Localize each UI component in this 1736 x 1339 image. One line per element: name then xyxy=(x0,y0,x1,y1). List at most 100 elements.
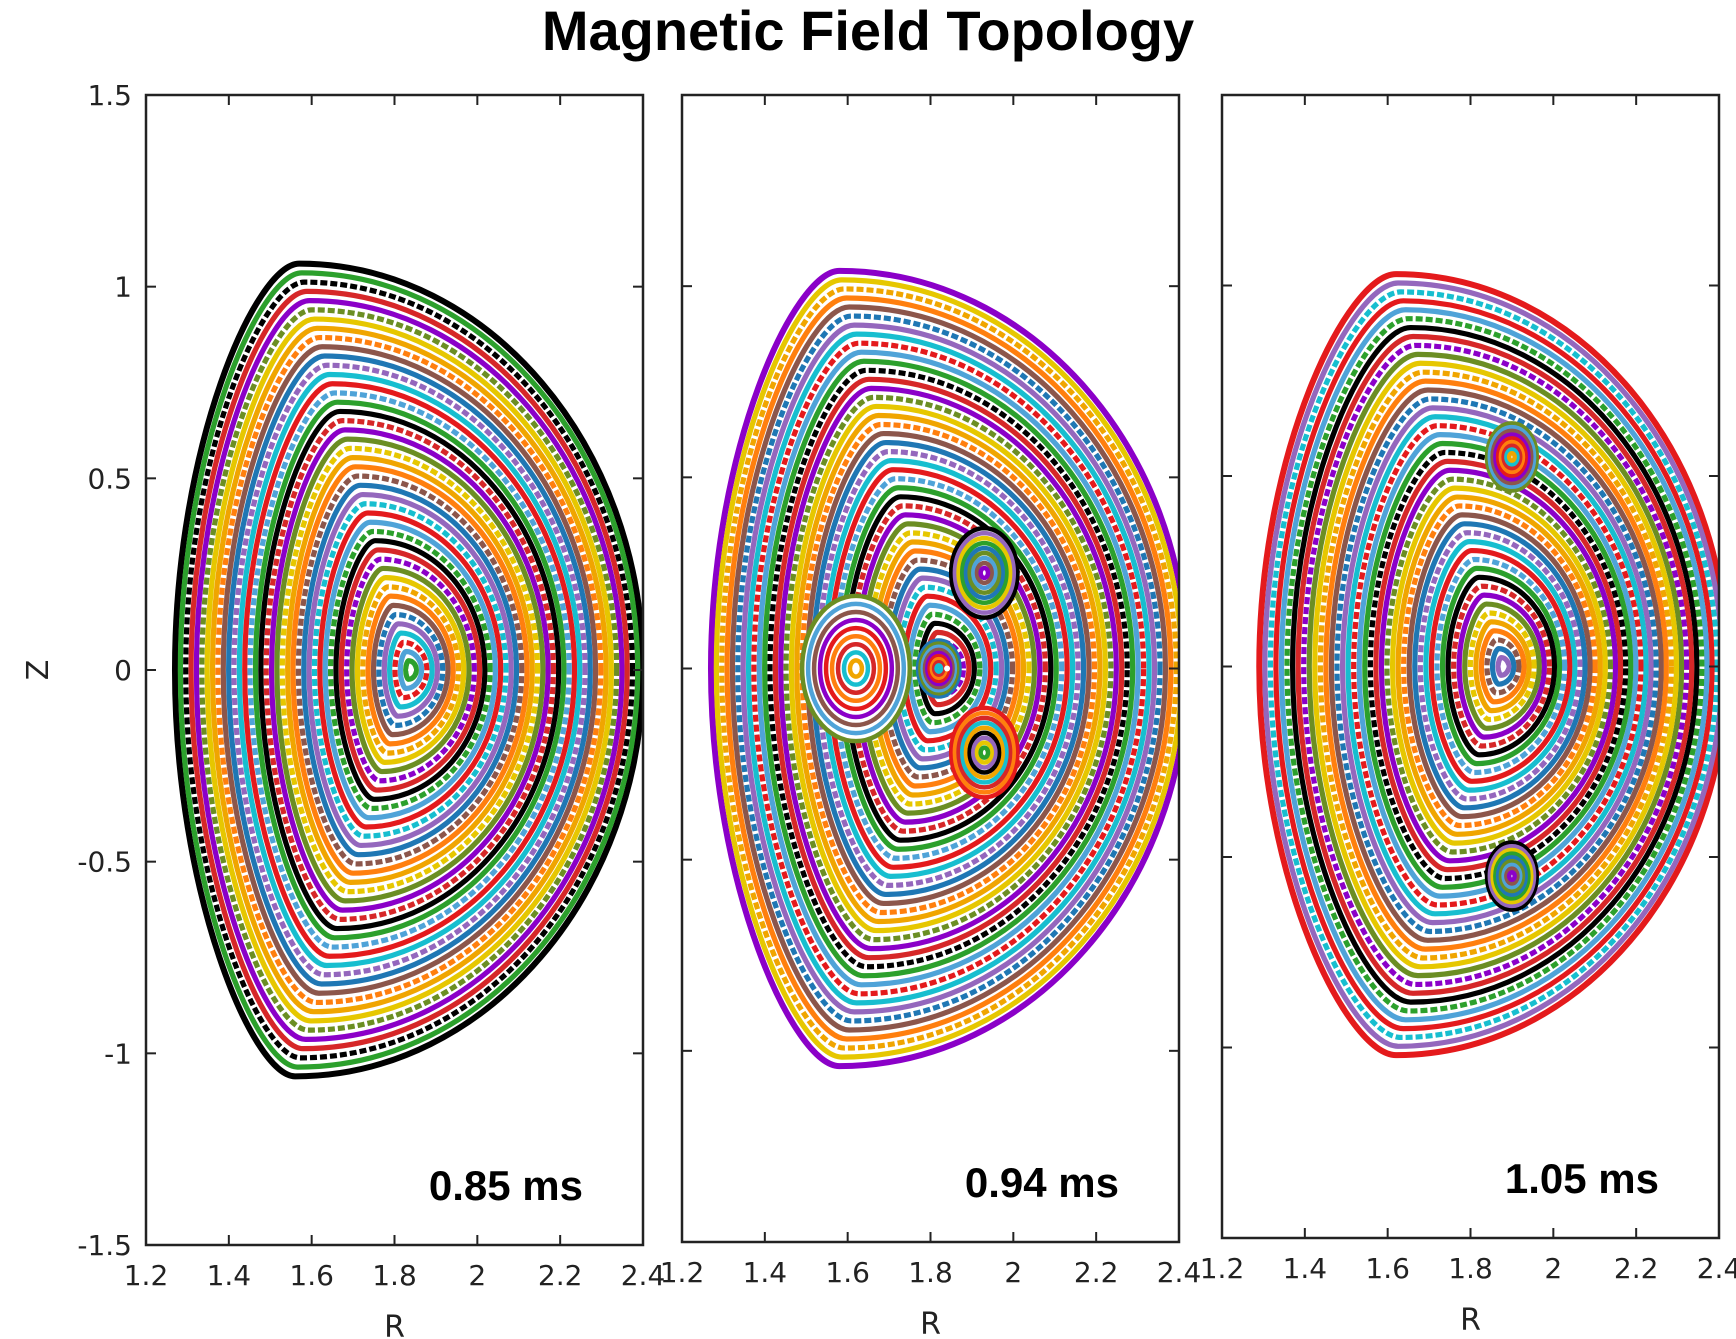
magnetic-axis xyxy=(1500,663,1507,670)
y-tick-label: -1.5 xyxy=(77,1229,132,1262)
island-contour xyxy=(960,720,1009,785)
flux-surface xyxy=(193,298,625,1042)
x-tick-label: 2 xyxy=(1004,1256,1022,1289)
island-contour xyxy=(829,633,883,704)
island-contour xyxy=(963,725,1005,780)
x-tick-label: 2.4 xyxy=(1157,1256,1202,1289)
flux-surface xyxy=(295,473,525,867)
flux-surface xyxy=(1423,539,1578,793)
island-contour xyxy=(1498,439,1526,475)
flux-surface xyxy=(729,304,1169,1033)
flux-surface xyxy=(306,491,514,849)
flux-surface xyxy=(772,376,1125,961)
island-contour xyxy=(967,550,1002,596)
flux-surfaces xyxy=(1256,271,1719,1059)
y-axis-label: Z xyxy=(21,660,56,681)
flux-surface xyxy=(707,267,1179,1070)
flux-surface xyxy=(252,399,567,941)
flux-surface xyxy=(231,362,588,978)
island-contour xyxy=(952,710,1017,795)
flux-surface xyxy=(1389,485,1608,846)
flux-surface xyxy=(1334,396,1659,935)
flux-surface xyxy=(783,394,1114,943)
x-tick-label: 1.4 xyxy=(207,1259,252,1292)
flux-surface xyxy=(397,648,425,692)
flux-surface xyxy=(177,270,641,1070)
x-tick-label: 1.8 xyxy=(372,1259,417,1292)
y-tick-label: 1 xyxy=(114,271,132,304)
flux-surface xyxy=(1428,547,1573,784)
island-contour xyxy=(963,545,1005,601)
x-tick-label: 1.4 xyxy=(1283,1252,1328,1285)
flux-surface xyxy=(756,349,1141,988)
time-label: 1.05 ms xyxy=(1505,1155,1659,1202)
x-tick-label: 2.4 xyxy=(1697,1252,1736,1285)
magnetic-island xyxy=(948,525,1020,620)
island-contour xyxy=(1493,432,1531,482)
flux-surface xyxy=(220,344,599,996)
flux-surface xyxy=(1345,414,1649,917)
flux-surface xyxy=(360,584,462,756)
flux-surface xyxy=(1267,289,1719,1041)
x-tick-label: 1.6 xyxy=(1365,1252,1410,1285)
island-contour xyxy=(967,730,1002,775)
magnetic-island xyxy=(799,593,913,744)
flux-surface xyxy=(1417,530,1583,802)
flux-surface xyxy=(171,260,643,1080)
flux-surface xyxy=(1451,583,1552,749)
flux-surface xyxy=(263,418,556,922)
x-tick-label: 2 xyxy=(468,1259,486,1292)
island-contour xyxy=(952,530,1017,615)
flux-surface xyxy=(344,556,477,784)
flux-surface xyxy=(209,325,609,1015)
flux-surface xyxy=(236,371,583,969)
island-contour xyxy=(974,560,994,586)
flux-surface xyxy=(1439,565,1563,767)
island-contour xyxy=(1487,843,1537,909)
flux-surface xyxy=(1445,574,1558,758)
island-contour xyxy=(799,593,913,744)
flux-surface xyxy=(370,602,451,738)
island-contour xyxy=(1495,855,1528,897)
island-contour xyxy=(1493,851,1531,901)
time-label: 0.94 ms xyxy=(965,1159,1119,1206)
flux-surface xyxy=(1295,333,1695,996)
magnetic-axis xyxy=(408,667,415,673)
x-tick-label: 1.2 xyxy=(124,1259,169,1292)
flux-surface xyxy=(285,454,535,886)
flux-surface xyxy=(226,353,593,987)
flux-surface xyxy=(1312,360,1680,970)
flux-surface xyxy=(1401,503,1598,829)
flux-surface xyxy=(381,621,441,719)
island-contour xyxy=(971,555,998,591)
flux-surface xyxy=(1434,556,1568,776)
x-tick-label: 1.8 xyxy=(908,1256,953,1289)
flux-surface xyxy=(392,639,430,701)
x-tick-label: 2.2 xyxy=(538,1259,583,1292)
flux-surface xyxy=(1256,271,1719,1059)
flux-surface xyxy=(745,331,1152,1006)
flux-surface xyxy=(788,403,1108,934)
x-tick-label: 1.8 xyxy=(1448,1252,1493,1285)
flux-surface xyxy=(1317,369,1674,961)
flux-surfaces xyxy=(171,260,643,1080)
flux-surface xyxy=(317,510,504,830)
island-contour xyxy=(1490,428,1534,486)
flux-surfaces xyxy=(707,267,1179,1070)
flux-surface xyxy=(1467,610,1537,723)
magnetic-island xyxy=(948,705,1020,800)
flux-surface xyxy=(183,279,636,1061)
island-contour xyxy=(841,650,871,687)
flux-surface xyxy=(1328,387,1664,943)
island-contour xyxy=(1490,847,1534,905)
flux-surface xyxy=(1278,307,1710,1023)
flux-surface xyxy=(794,412,1103,925)
flux-surface xyxy=(1489,646,1517,687)
x-tick-label: 2.2 xyxy=(1074,1256,1119,1289)
island-contour xyxy=(811,609,901,728)
x-tick-label: 1.2 xyxy=(1200,1252,1245,1285)
flux-surface xyxy=(365,593,456,747)
flux-surface xyxy=(735,313,1163,1024)
flux-surface xyxy=(1406,512,1593,820)
flux-surface xyxy=(1395,494,1603,837)
